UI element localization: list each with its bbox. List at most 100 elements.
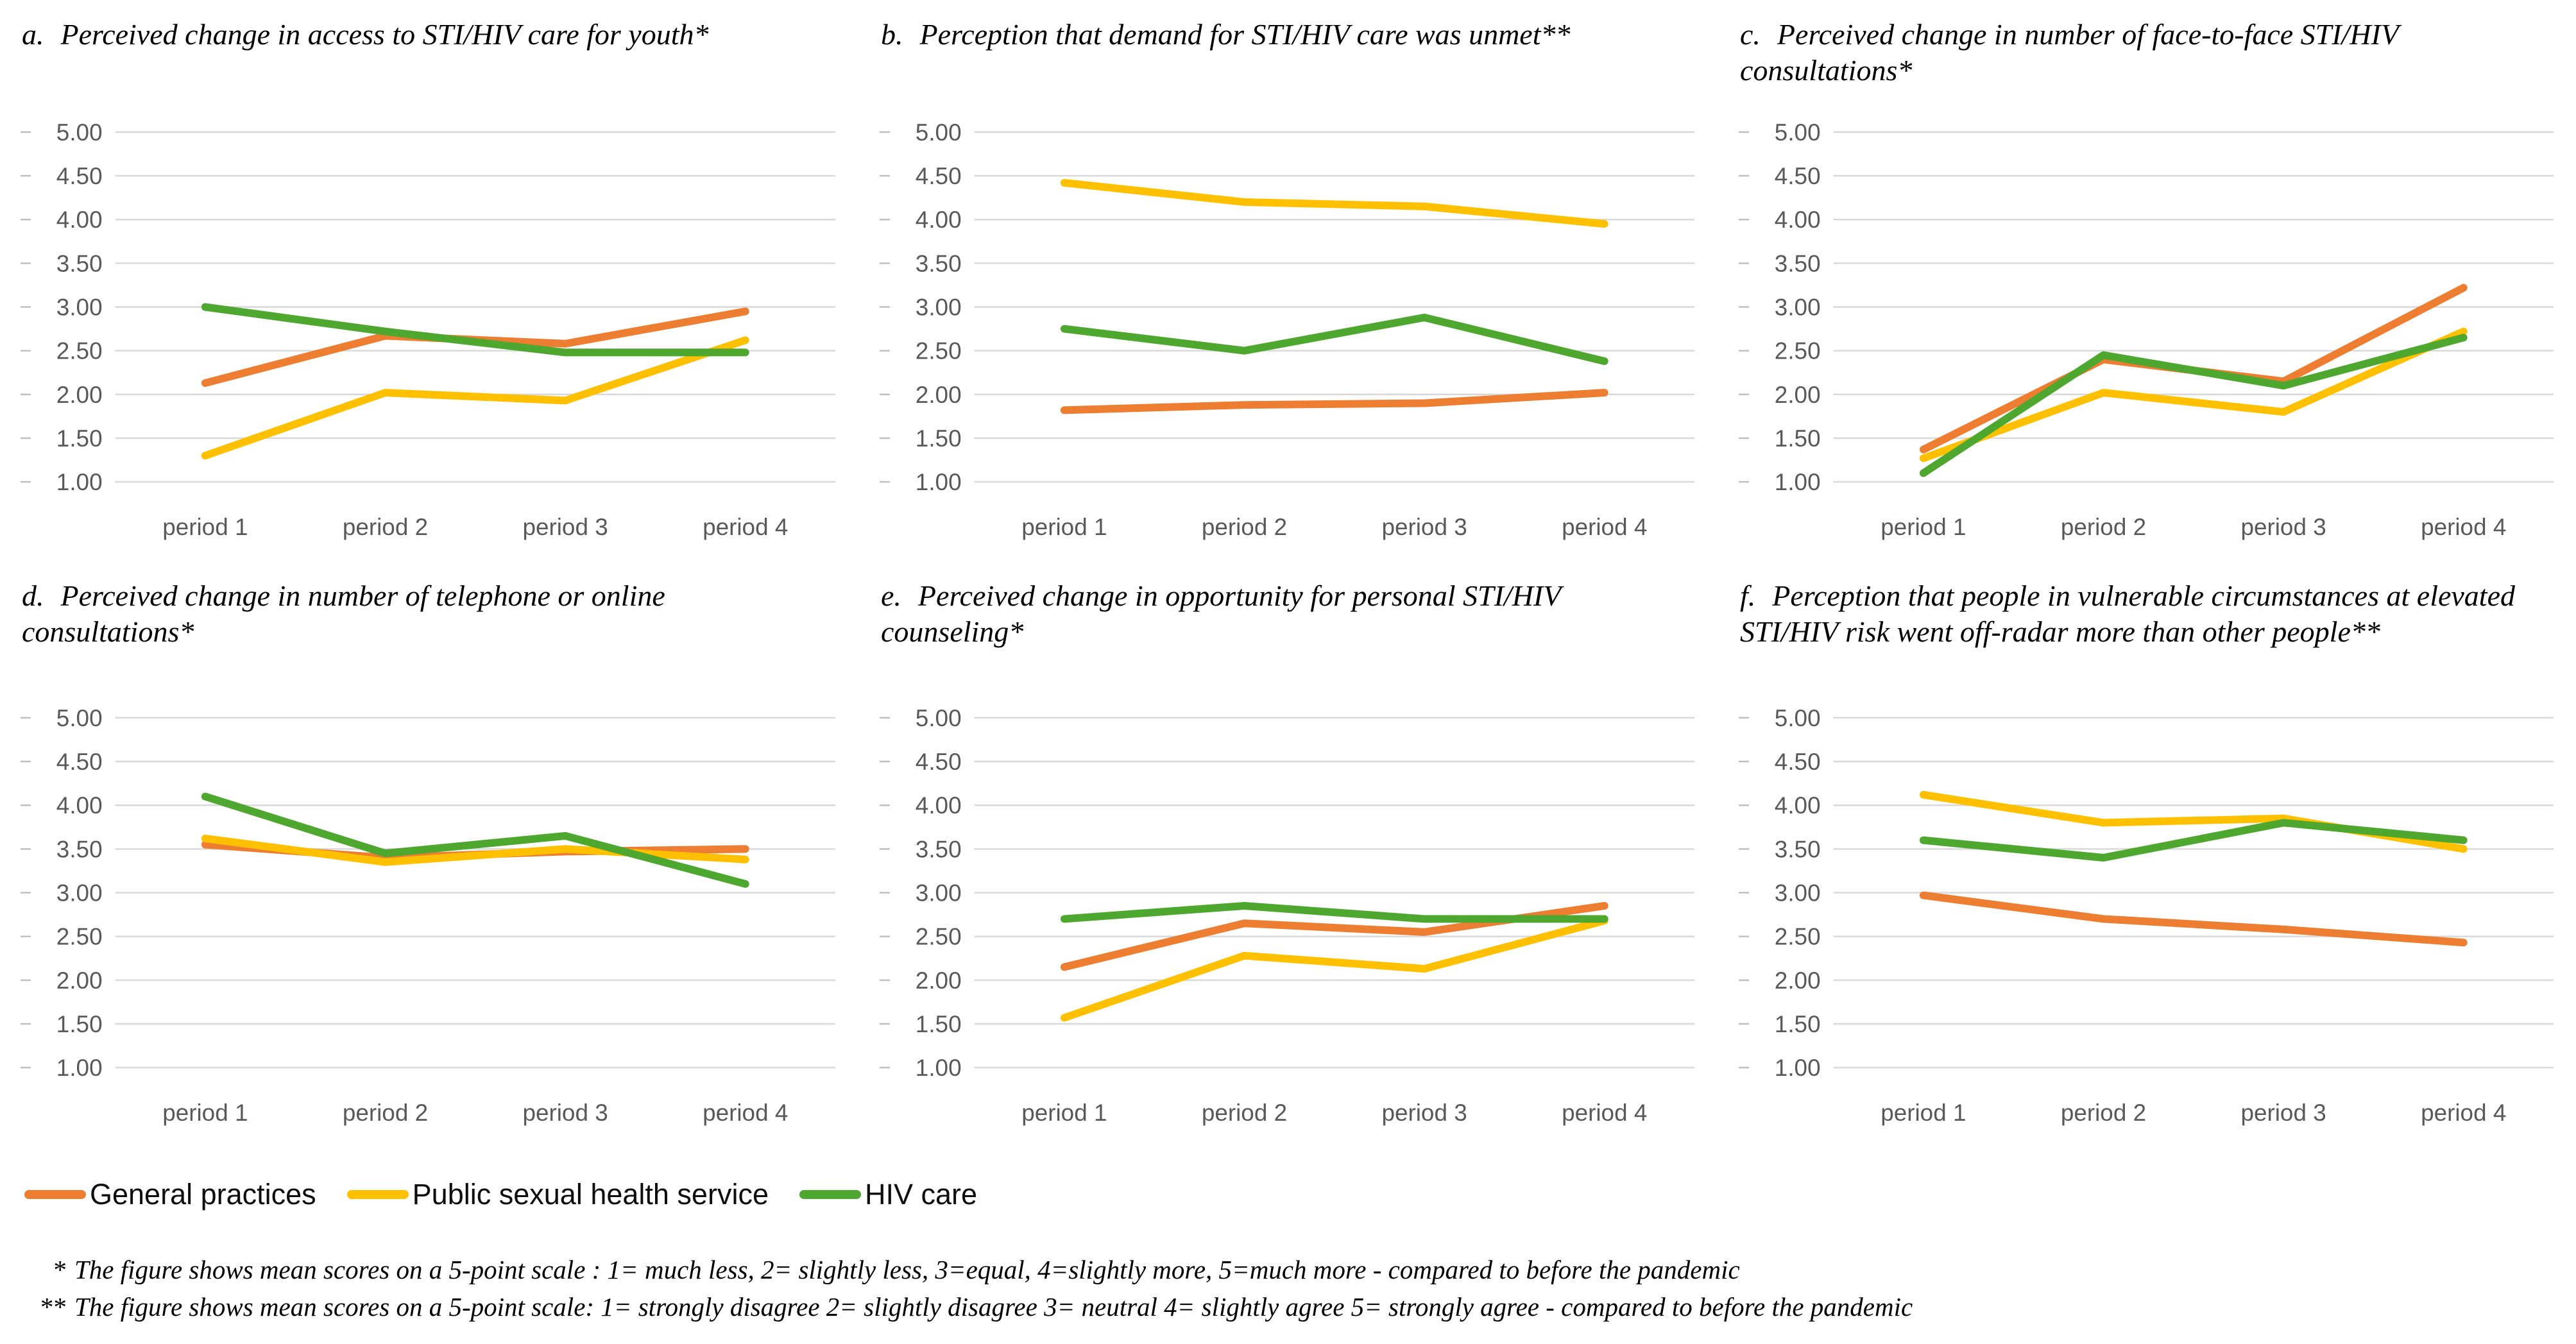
- x-tick-label: period 1: [1021, 514, 1107, 540]
- legend-swatch-orange: [24, 1189, 86, 1199]
- y-tick-label: 2.50: [56, 923, 103, 949]
- y-tick-label: 1.50: [916, 1011, 962, 1037]
- y-tick-label: 2.50: [916, 338, 962, 364]
- y-tick-label: 3.50: [1775, 836, 1821, 862]
- chart-letter: f.: [1740, 579, 1756, 612]
- chart-letter: d.: [22, 579, 44, 612]
- y-tick-label: 1.50: [1775, 425, 1821, 452]
- y-tick-label: 2.50: [916, 923, 962, 949]
- y-tick-label: 2.00: [1775, 382, 1821, 408]
- chart-panel-e: e. Perceived change in opportunity for pe…: [877, 573, 1699, 1144]
- y-tick-label: 3.00: [56, 294, 103, 320]
- x-tick-label: period 3: [2240, 1100, 2326, 1126]
- x-tick-label: period 3: [522, 1100, 608, 1126]
- x-tick-label: period 2: [1202, 514, 1287, 540]
- series-line-hiv-care: [201, 792, 749, 888]
- y-tick-label: 5.00: [916, 705, 962, 731]
- x-tick-label: period 1: [1881, 1100, 1966, 1126]
- chart-letter: a.: [22, 18, 44, 51]
- x-tick-label: period 1: [162, 1100, 248, 1126]
- y-tick-label: 3.00: [1775, 880, 1821, 906]
- y-tick-label: 1.00: [1775, 1055, 1821, 1081]
- y-tick-label: 2.00: [56, 382, 103, 408]
- y-tick-label: 5.00: [1775, 705, 1821, 731]
- x-tick-label: period 3: [1381, 514, 1467, 540]
- x-tick-label: period 2: [1202, 1100, 1287, 1126]
- footnote-marker: *: [52, 1254, 66, 1284]
- series-line-general-practices: [1919, 891, 2468, 947]
- y-tick-label: 1.00: [56, 469, 103, 495]
- line-chart-e: 5.00 4.50 4.00 3.50 3.00 2.50 2.00 1.50 1.00 peri…: [879, 705, 1695, 1126]
- chart-letter: c.: [1740, 18, 1761, 51]
- y-tick-label: 1.50: [1775, 1011, 1821, 1037]
- y-tick-label: 2.00: [1775, 967, 1821, 994]
- line-chart-f: 5.00 4.50 4.00 3.50 3.00 2.50 2.00 1.50 1.00 peri…: [1738, 705, 2554, 1126]
- y-tick-label: 4.00: [1775, 792, 1821, 819]
- x-tick-label: period 3: [522, 514, 608, 540]
- y-tick-label: 1.00: [56, 1055, 103, 1081]
- line-chart-c: 5.00 4.50 4.00 3.50 3.00 2.50 2.00 1.50 1.00 peri…: [1738, 119, 2554, 540]
- legend-label: General practices: [90, 1177, 316, 1211]
- series-line-hiv-care: [1919, 334, 2468, 477]
- line-chart-a: 5.00 4.50 4.00 3.50 3.00 2.50 2.00 1.50 1.00 peri…: [20, 119, 836, 540]
- y-tick-label: 4.50: [916, 163, 962, 189]
- x-tick-label: period 1: [1021, 1100, 1107, 1126]
- y-tick-label: 1.50: [56, 1011, 103, 1037]
- x-tick-label: period 2: [2061, 514, 2146, 540]
- series-line-public-sexual-health-service: [1060, 916, 1608, 1022]
- chart-title-text: Perceived change in opportunity for pers…: [881, 579, 1561, 648]
- y-tick-label: 4.00: [1775, 207, 1821, 233]
- x-tick-label: period 4: [1562, 1100, 1647, 1126]
- x-tick-label: period 4: [2421, 1100, 2506, 1126]
- x-tick-label: period 2: [343, 514, 428, 540]
- footnotes: * The figure shows mean scores on a 5-po…: [18, 1251, 2558, 1325]
- y-tick-label: 4.00: [56, 792, 103, 819]
- x-tick-label: period 4: [703, 1100, 788, 1126]
- y-tick-label: 4.00: [916, 792, 962, 819]
- series-line-general-practices: [201, 307, 749, 387]
- chart-panel-c: c. Perceived change in number of face-to-…: [1736, 12, 2558, 559]
- y-tick-label: 4.50: [916, 749, 962, 775]
- chart-title: e. Perceived change in opportunity for pe…: [877, 573, 1699, 693]
- x-tick-label: period 2: [2061, 1100, 2146, 1126]
- series-line-hiv-care: [201, 303, 749, 357]
- series-line-public-sexual-health-service: [1919, 327, 2468, 463]
- chart-panel-b: b. Perception that demand for STI/HIV car…: [877, 12, 1699, 559]
- y-tick-label: 1.00: [916, 1055, 962, 1081]
- footnote-double-asterisk: ** The figure shows mean scores on a 5-p…: [18, 1288, 2558, 1325]
- legend-label: Public sexual health service: [412, 1177, 769, 1211]
- series-line-hiv-care: [1060, 901, 1608, 923]
- y-tick-label: 3.00: [1775, 294, 1821, 320]
- y-tick-label: 5.00: [1775, 119, 1821, 146]
- x-tick-label: period 2: [343, 1100, 428, 1126]
- y-tick-label: 5.00: [56, 119, 103, 146]
- y-tick-label: 4.50: [56, 163, 103, 189]
- y-tick-label: 3.50: [916, 250, 962, 276]
- x-tick-label: period 1: [162, 514, 248, 540]
- y-tick-label: 5.00: [916, 119, 962, 146]
- y-tick-label: 3.00: [916, 294, 962, 320]
- y-tick-label: 3.00: [56, 880, 103, 906]
- legend-item-general-practices: General practices: [24, 1178, 316, 1211]
- y-tick-label: 2.50: [1775, 923, 1821, 949]
- y-tick-label: 5.00: [56, 705, 103, 731]
- y-tick-label: 4.50: [1775, 163, 1821, 189]
- legend-swatch-green: [799, 1189, 861, 1199]
- series-line-public-sexual-health-service: [201, 834, 749, 866]
- chart-title: d. Perceived change in number of telephon…: [18, 573, 840, 693]
- y-tick-label: 3.50: [56, 250, 103, 276]
- chart-title-text: Perceived change in number of telephone …: [22, 579, 665, 648]
- x-tick-label: period 4: [703, 514, 788, 540]
- y-tick-label: 4.50: [56, 749, 103, 775]
- y-tick-label: 2.00: [56, 967, 103, 994]
- series-line-hiv-care: [1919, 819, 2468, 862]
- chart-title-text: Perception that demand for STI/HIV care …: [919, 18, 1571, 51]
- x-tick-label: period 1: [1881, 514, 1966, 540]
- chart-title-text: Perception that people in vulnerable cir…: [1740, 579, 2516, 648]
- y-tick-label: 3.50: [916, 836, 962, 862]
- footnote-text: The figure shows mean scores on a 5-poin…: [74, 1254, 1740, 1284]
- legend-label: HIV care: [864, 1177, 978, 1211]
- chart-title: a. Perceived change in access to STI/HIV …: [18, 12, 840, 108]
- y-tick-label: 1.00: [1775, 469, 1821, 495]
- y-tick-label: 1.00: [916, 469, 962, 495]
